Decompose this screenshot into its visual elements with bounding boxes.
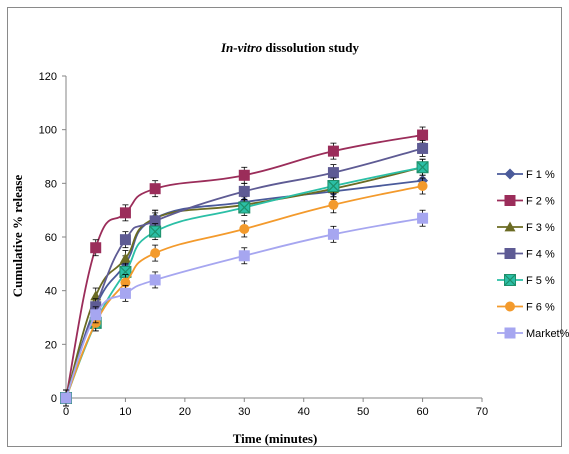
data-point	[90, 309, 102, 321]
data-point	[416, 161, 429, 174]
data-point	[417, 212, 429, 224]
legend-label: F 1 %	[526, 169, 555, 181]
legend-label: Market%	[526, 328, 569, 340]
legend-item-3: F 3 %	[497, 221, 555, 234]
series-line	[65, 217, 423, 399]
chart-frame	[7, 7, 562, 447]
data-point	[417, 142, 429, 154]
data-point	[149, 183, 161, 195]
legend-marker	[504, 195, 516, 206]
data-point	[149, 274, 161, 286]
data-point-cross-b	[327, 180, 340, 192]
y-tick-label: 0	[51, 393, 57, 405]
legend-marker	[504, 274, 516, 286]
y-tick-label: 120	[39, 71, 57, 83]
data-point-cross-b	[416, 161, 429, 174]
data-point-cross-b	[149, 225, 162, 238]
data-point-cross-b	[238, 201, 251, 214]
data-point	[60, 392, 72, 404]
data-point	[238, 250, 250, 262]
y-tick-label: 80	[45, 178, 57, 190]
legend-marker	[505, 301, 515, 312]
data-point	[119, 287, 131, 299]
x-tick-label: 0	[63, 406, 69, 418]
legend: F 1 % F 2 % F 3 % F 4 % F 5 % F 6 % Market%	[497, 168, 569, 340]
y-tick-label: 20	[45, 339, 57, 351]
data-point	[417, 181, 428, 192]
legend-item-7: Market%	[497, 327, 569, 340]
y-axis-title: Cumulative % release	[10, 175, 25, 298]
y-tick-label: 60	[45, 232, 57, 244]
data-point-cross-b	[119, 265, 132, 278]
x-tick-label: 70	[476, 406, 488, 418]
x-tick-label: 60	[416, 406, 428, 418]
legend-marker	[504, 248, 516, 259]
y-tick-label: 100	[39, 125, 57, 137]
legend-marker	[504, 327, 516, 339]
x-tick-label: 30	[238, 406, 250, 418]
axes: 0 20 40 60 80 100 120 0 10 20 30 40 50 60 70	[39, 71, 488, 418]
legend-item-6: F 6 %	[497, 301, 555, 314]
data-point	[90, 242, 102, 254]
x-tick-label: 40	[298, 406, 310, 418]
data-point	[119, 252, 131, 263]
plot-area	[60, 126, 429, 407]
x-axis-title: Time (minutes)	[233, 431, 318, 446]
x-tick-label: 50	[357, 406, 369, 418]
chart-title-rest: dissolution study	[262, 40, 359, 55]
data-point	[149, 225, 162, 238]
data-point	[238, 169, 250, 181]
y-tick-label: 40	[45, 286, 57, 298]
legend-item-5: F 5 %	[497, 274, 555, 287]
legend-item-4: F 4 %	[497, 248, 555, 261]
data-point	[119, 207, 131, 219]
data-point	[327, 228, 339, 240]
series-2	[60, 126, 429, 407]
legend-marker	[504, 168, 516, 180]
legend-marker-cross-b	[504, 274, 516, 286]
data-point	[327, 180, 340, 193]
data-point	[119, 234, 131, 246]
legend-label: F 2 %	[526, 196, 555, 208]
chart-title-italic: In-vitro	[220, 40, 263, 55]
legend-label: F 3 %	[526, 222, 555, 234]
legend-label: F 6 %	[526, 302, 555, 314]
data-point	[238, 185, 250, 197]
data-point	[239, 223, 250, 234]
x-tick-label: 10	[119, 406, 131, 418]
data-point	[328, 199, 339, 210]
x-tick-label: 20	[179, 406, 191, 418]
data-point	[238, 201, 251, 214]
data-point	[417, 129, 429, 141]
data-point	[150, 248, 161, 259]
data-point	[149, 215, 161, 227]
data-point	[327, 145, 339, 157]
legend-label: F 4 %	[526, 249, 555, 261]
legend-item-1: F 1 %	[497, 168, 555, 181]
chart-title: In-vitro dissolution study	[220, 40, 359, 55]
legend-item-2: F 2 %	[497, 195, 555, 208]
legend-marker	[504, 221, 516, 232]
data-point	[327, 167, 339, 179]
legend-label: F 5 %	[526, 275, 555, 287]
series-7	[60, 209, 429, 407]
